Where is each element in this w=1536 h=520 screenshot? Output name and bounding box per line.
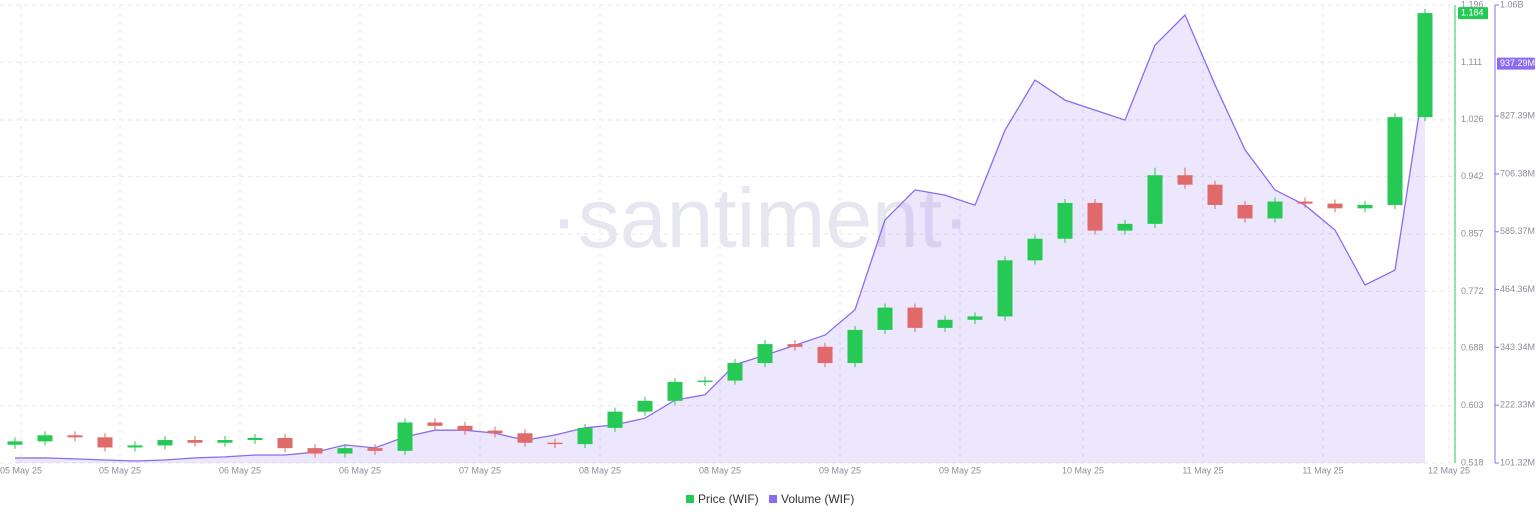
y2-tick-label: 1.06B <box>1500 0 1524 9</box>
y-tick-label: 1.111 <box>1461 57 1482 67</box>
candle-body <box>637 400 653 412</box>
x-tick-label: 06 May 25 <box>339 465 381 475</box>
candle-body <box>727 363 743 381</box>
candle-body <box>187 440 203 443</box>
x-tick-label: 11 May 25 <box>1182 465 1223 475</box>
legend-swatch <box>686 495 694 503</box>
x-tick-label: 10 May 25 <box>1062 465 1104 475</box>
candle-body <box>1357 204 1373 209</box>
x-tick-label: 05 May 25 <box>0 465 42 475</box>
y-tick-label: 0.603 <box>1461 400 1484 410</box>
candle-body <box>217 440 233 443</box>
candle-body <box>697 380 713 382</box>
value-tag <box>1458 7 1488 20</box>
volume-line <box>14 13 1426 462</box>
candle-body <box>517 433 533 443</box>
candle-body <box>547 442 563 445</box>
candle-body <box>1177 175 1193 185</box>
candle-body <box>877 307 893 330</box>
candle-body <box>1087 202 1103 231</box>
candle-body <box>577 427 593 445</box>
candle-body <box>307 448 323 454</box>
candle-body <box>1267 201 1283 219</box>
x-tick-label: 05 May 25 <box>99 465 141 475</box>
y-tick-label: 0.688 <box>1461 343 1484 353</box>
y-tick-label: 0.942 <box>1461 171 1484 181</box>
value-tag-label: 1.184 <box>1461 7 1484 17</box>
x-tick-label: 09 May 25 <box>819 465 861 475</box>
y2-tick-label: 222.33M <box>1500 400 1535 410</box>
y-tick-label: 1.026 <box>1461 114 1484 124</box>
x-tick-label: 11 May 25 <box>1302 465 1343 475</box>
x-tick-label: 07 May 25 <box>459 465 501 475</box>
candle-body <box>907 307 923 328</box>
candle-body <box>127 445 143 448</box>
y-tick-label: 0.857 <box>1461 228 1484 238</box>
candle-body <box>397 422 413 451</box>
legend-label[interactable]: Volume (WIF) <box>781 492 854 506</box>
volume-area <box>15 15 1425 463</box>
y-tick-label: 0.772 <box>1461 286 1484 296</box>
candle-body <box>787 344 803 347</box>
candle-body <box>487 430 503 434</box>
candle-body <box>1387 117 1403 205</box>
candle-body <box>157 440 173 446</box>
legend-label[interactable]: Price (WIF) <box>698 492 759 506</box>
candle-body <box>1117 223 1133 231</box>
x-tick-label: 12 May 25 <box>1428 465 1470 475</box>
y2-tick-label: 706.38M <box>1500 168 1535 178</box>
x-tick-label: 09 May 25 <box>939 465 981 475</box>
y2-tick-label: 585.37M <box>1500 226 1535 236</box>
candle-body <box>37 435 53 442</box>
y-tick-label: 1.196 <box>1461 0 1484 9</box>
candle-body <box>937 319 953 328</box>
candle-body <box>67 435 83 438</box>
candle-body <box>1147 175 1163 224</box>
candle-body <box>457 425 473 431</box>
candle-body <box>97 437 113 448</box>
candle-body <box>1417 13 1433 118</box>
candle-body <box>1027 238 1043 261</box>
y2-tick-label: 101.32M <box>1500 457 1535 467</box>
x-tick-label: 08 May 25 <box>699 465 741 475</box>
y2-tick-label: 827.39M <box>1500 111 1535 121</box>
candle-body <box>817 346 833 364</box>
x-tick-label: 06 May 25 <box>219 465 261 475</box>
value-tag <box>1497 57 1535 70</box>
candle-body <box>1057 202 1073 239</box>
candle-body <box>427 422 443 426</box>
candle-body <box>277 438 293 449</box>
x-tick-label: 08 May 25 <box>579 465 621 475</box>
candle-body <box>1237 204 1253 219</box>
value-tag-label: 937.29M <box>1500 58 1535 68</box>
candle-body <box>967 316 983 320</box>
candle-body <box>7 441 23 445</box>
candle-body <box>367 448 383 451</box>
candle-body <box>1207 184 1223 205</box>
candle-body <box>247 438 263 441</box>
candle-body <box>337 448 353 454</box>
watermark: ·santiment· <box>550 171 970 265</box>
legend: Price (WIF) Volume (WIF) <box>686 492 854 506</box>
grid <box>0 4 1455 464</box>
candle-body <box>997 260 1013 317</box>
candle-body <box>757 344 773 364</box>
candle-body <box>607 411 623 428</box>
y-tick-label: 0.518 <box>1461 457 1484 467</box>
candle-body <box>1297 201 1313 204</box>
candle-body <box>847 329 863 364</box>
candle-body <box>1327 203 1343 209</box>
candle-body <box>667 381 683 401</box>
y2-tick-label: 343.34M <box>1500 342 1535 352</box>
legend-swatch <box>769 495 777 503</box>
y2-tick-label: 464.36M <box>1500 284 1535 294</box>
